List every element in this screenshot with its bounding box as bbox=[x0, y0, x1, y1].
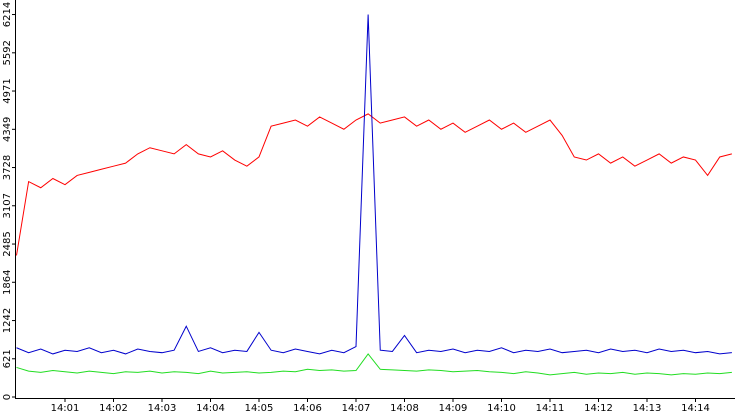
y-tick-label: 4349 bbox=[2, 117, 13, 142]
x-tick-label: 14:08 bbox=[390, 403, 419, 414]
x-tick-label: 14:12 bbox=[584, 403, 613, 414]
series-line bbox=[16, 353, 732, 376]
x-tick-label: 14:13 bbox=[633, 403, 662, 414]
x-tick-label: 14:10 bbox=[487, 403, 516, 414]
x-tick-label: 14:05 bbox=[245, 403, 274, 414]
x-tick-label: 14:01 bbox=[51, 403, 80, 414]
x-tick-label: 14:03 bbox=[148, 403, 177, 414]
y-tick-label: 3107 bbox=[2, 193, 13, 218]
x-tick-label: 14:06 bbox=[293, 403, 322, 414]
x-tick-label: 14:14 bbox=[681, 403, 710, 414]
x-tick-label: 14:02 bbox=[99, 403, 128, 414]
series-line bbox=[16, 14, 732, 355]
y-tick-label: 5592 bbox=[2, 40, 13, 65]
y-tick-label: 2485 bbox=[2, 231, 13, 256]
y-tick-label: 621 bbox=[2, 349, 13, 368]
y-tick-label: 0 bbox=[2, 394, 13, 400]
x-tick-label: 14:09 bbox=[439, 403, 468, 414]
series-line bbox=[16, 113, 732, 256]
x-tick-label: 14:11 bbox=[536, 403, 565, 414]
y-tick-label: 6214 bbox=[2, 2, 13, 27]
y-tick-label: 4971 bbox=[2, 78, 13, 103]
y-tick-label: 1242 bbox=[2, 308, 13, 333]
x-tick-label: 14:07 bbox=[342, 403, 371, 414]
y-tick-label: 1864 bbox=[2, 270, 13, 295]
x-tick-label: 14:04 bbox=[196, 403, 225, 414]
y-tick-label: 3728 bbox=[2, 155, 13, 180]
